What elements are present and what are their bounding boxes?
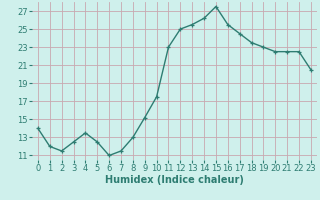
X-axis label: Humidex (Indice chaleur): Humidex (Indice chaleur) bbox=[105, 175, 244, 185]
